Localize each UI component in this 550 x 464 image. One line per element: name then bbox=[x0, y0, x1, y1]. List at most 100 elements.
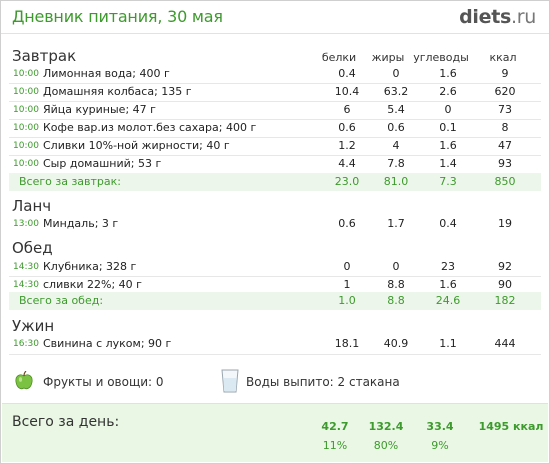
food-row[interactable]: 10:00 Яйца куриные; 47 г 6 5.4 0 73 bbox=[9, 101, 541, 119]
total-fat: 8.8 bbox=[387, 294, 405, 307]
food-protein: 1.2 bbox=[338, 139, 356, 152]
water-text: Воды выпито: 2 стакана bbox=[246, 375, 400, 389]
row-divider bbox=[9, 101, 541, 102]
col-protein: белки bbox=[321, 51, 357, 64]
food-fat: 40.9 bbox=[383, 337, 409, 350]
food-name: Яйца куриные; 47 г bbox=[43, 103, 156, 116]
food-time: 10:00 bbox=[13, 69, 39, 79]
total-protein: 23.0 bbox=[334, 175, 360, 188]
food-time: 10:00 bbox=[13, 105, 39, 115]
fruits-text: Фрукты и овощи: 0 bbox=[43, 375, 164, 389]
food-fat: 7.8 bbox=[387, 157, 405, 170]
food-carbs: 2.6 bbox=[439, 85, 457, 98]
day-carbs-pct: 9% bbox=[431, 439, 449, 452]
food-carbs: 1.6 bbox=[439, 278, 457, 291]
food-time: 14:30 bbox=[13, 280, 39, 290]
food-carbs: 1.1 bbox=[439, 337, 457, 350]
row-divider bbox=[9, 83, 541, 84]
day-kcal: 1495 ккал bbox=[478, 420, 544, 433]
meal-title-supper: Ужин bbox=[12, 317, 55, 335]
row-divider bbox=[9, 137, 541, 138]
total-kcal: 182 bbox=[494, 294, 516, 307]
food-carbs: 1.6 bbox=[439, 67, 457, 80]
food-row[interactable]: 10:00 Лимонная вода; 400 г 0.4 0 1.6 9 bbox=[9, 65, 541, 83]
food-protein: 4.4 bbox=[338, 157, 356, 170]
food-fat: 8.8 bbox=[387, 278, 405, 291]
food-name: Свинина с луком; 90 г bbox=[43, 337, 172, 350]
food-row[interactable]: 16:30 Свинина с луком; 90 г 18.1 40.9 1.… bbox=[9, 335, 541, 353]
dinner-total-row: Всего за обед: 1.0 8.8 24.6 182 bbox=[9, 292, 541, 310]
total-label: Всего за обед: bbox=[19, 294, 104, 307]
food-time: 16:30 bbox=[13, 339, 39, 349]
total-kcal: 850 bbox=[494, 175, 516, 188]
total-carbs: 24.6 bbox=[435, 294, 461, 307]
food-protein: 0 bbox=[343, 260, 351, 273]
food-row[interactable]: 10:00 Домашняя колбаса; 135 г 10.4 63.2 … bbox=[9, 83, 541, 101]
day-total-box: Всего за день: 42.7 132.4 33.4 1495 ккал… bbox=[2, 403, 548, 462]
col-kcal: ккал bbox=[489, 51, 517, 64]
food-kcal: 47 bbox=[498, 139, 512, 152]
food-name: сливки 22%; 40 г bbox=[43, 278, 142, 291]
food-fat: 0 bbox=[392, 67, 400, 80]
food-kcal: 92 bbox=[498, 260, 512, 273]
food-kcal: 9 bbox=[501, 67, 509, 80]
food-carbs: 1.6 bbox=[439, 139, 457, 152]
food-time: 10:00 bbox=[13, 87, 39, 97]
food-time: 10:00 bbox=[13, 123, 39, 133]
food-carbs: 0 bbox=[444, 103, 452, 116]
meal-title-dinner: Обед bbox=[12, 239, 53, 257]
breakfast-total-row: Всего за завтрак: 23.0 81.0 7.3 850 bbox=[9, 173, 541, 191]
food-name: Лимонная вода; 400 г bbox=[43, 67, 170, 80]
row-divider bbox=[9, 354, 541, 355]
food-time: 10:00 bbox=[13, 159, 39, 169]
food-fat: 0.6 bbox=[387, 121, 405, 134]
logo-suffix: .ru bbox=[511, 6, 536, 28]
food-protein: 0.6 bbox=[338, 217, 356, 230]
row-divider bbox=[9, 155, 541, 156]
food-protein: 0.6 bbox=[338, 121, 356, 134]
food-row[interactable]: 10:00 Сливки 10%-ной жирности; 40 г 1.2 … bbox=[9, 137, 541, 155]
food-time: 14:30 bbox=[13, 262, 39, 272]
food-row[interactable]: 14:30 Клубника; 328 г 0 0 23 92 bbox=[9, 258, 541, 276]
day-total-label: Всего за день: bbox=[12, 414, 120, 430]
food-protein: 6 bbox=[343, 103, 351, 116]
food-kcal: 73 bbox=[498, 103, 512, 116]
day-fat: 132.4 bbox=[368, 420, 404, 433]
food-row[interactable]: 13:00 Миндаль; 3 г 0.6 1.7 0.4 19 bbox=[9, 215, 541, 233]
food-kcal: 19 bbox=[498, 217, 512, 230]
header-divider bbox=[1, 33, 549, 34]
row-divider bbox=[9, 276, 541, 277]
food-row[interactable]: 10:00 Сыр домашний; 53 г 4.4 7.8 1.4 93 bbox=[9, 155, 541, 173]
total-label: Всего за завтрак: bbox=[19, 175, 122, 188]
food-kcal: 620 bbox=[494, 85, 516, 98]
food-fat: 63.2 bbox=[383, 85, 409, 98]
day-protein: 42.7 bbox=[321, 420, 349, 433]
food-fat: 1.7 bbox=[387, 217, 405, 230]
food-protein: 1 bbox=[343, 278, 351, 291]
total-carbs: 7.3 bbox=[439, 175, 457, 188]
food-protein: 0.4 bbox=[338, 67, 356, 80]
food-fat: 0 bbox=[392, 260, 400, 273]
row-divider bbox=[9, 119, 541, 120]
food-name: Кофе вар.из молот.без сахара; 400 г bbox=[43, 121, 257, 134]
meal-title-breakfast: Завтрак bbox=[12, 47, 77, 65]
day-protein-pct: 11% bbox=[322, 439, 348, 452]
day-fat-pct: 80% bbox=[373, 439, 399, 452]
day-carbs: 33.4 bbox=[426, 420, 454, 433]
site-logo[interactable]: diets.ru bbox=[459, 6, 536, 28]
food-kcal: 90 bbox=[498, 278, 512, 291]
total-fat: 81.0 bbox=[383, 175, 409, 188]
food-kcal: 8 bbox=[501, 121, 509, 134]
food-fat: 4 bbox=[392, 139, 400, 152]
total-protein: 1.0 bbox=[338, 294, 356, 307]
extras-row: Фрукты и овощи: 0 Воды выпито: 2 стакана bbox=[9, 367, 541, 397]
food-name: Сыр домашний; 53 г bbox=[43, 157, 162, 170]
food-row[interactable]: 14:30 сливки 22%; 40 г 1 8.8 1.6 90 bbox=[9, 276, 541, 294]
food-time: 13:00 bbox=[13, 219, 39, 229]
page-title: Дневник питания, 30 мая bbox=[12, 7, 223, 26]
food-carbs: 1.4 bbox=[439, 157, 457, 170]
food-carbs: 0.4 bbox=[439, 217, 457, 230]
apple-icon bbox=[15, 371, 33, 390]
glass-icon bbox=[221, 369, 239, 393]
food-row[interactable]: 10:00 Кофе вар.из молот.без сахара; 400 … bbox=[9, 119, 541, 137]
